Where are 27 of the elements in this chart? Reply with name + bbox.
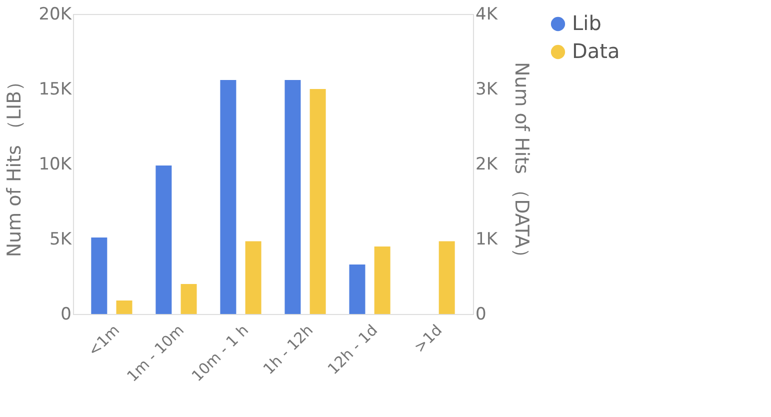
y2-axis-title: Num of Hits （DATA） xyxy=(510,62,532,268)
y2-tick-label: 4K xyxy=(476,4,498,24)
bar xyxy=(349,264,366,314)
bar xyxy=(438,241,455,314)
y-tick-label: 5K xyxy=(50,230,72,250)
y-tick-label: 10K xyxy=(38,154,72,174)
bar xyxy=(245,241,262,314)
bar xyxy=(116,300,132,314)
legend-label: Lib xyxy=(572,11,602,35)
y2-tick-label: 0 xyxy=(476,304,486,324)
x-tick-label: 1h - 12h xyxy=(260,321,317,378)
bar xyxy=(180,284,197,314)
bar xyxy=(374,246,390,314)
legend-label: Data xyxy=(572,39,620,63)
bar xyxy=(220,80,236,314)
y2-tick-label: 1K xyxy=(476,230,498,250)
y-axis-title: Num of Hits （LIB） xyxy=(4,72,26,258)
y-tick-label: 0 xyxy=(60,304,72,324)
y2-tick-label: 3K xyxy=(476,80,498,100)
x-tick-label: 12h - 1d xyxy=(324,321,382,378)
bar xyxy=(91,238,108,314)
bar xyxy=(284,80,301,314)
y2-tick-label: 2K xyxy=(476,154,498,174)
y-tick-label: 15K xyxy=(38,80,72,100)
y-tick-label: 20K xyxy=(38,4,72,24)
bar xyxy=(156,166,172,314)
bar xyxy=(310,89,326,314)
